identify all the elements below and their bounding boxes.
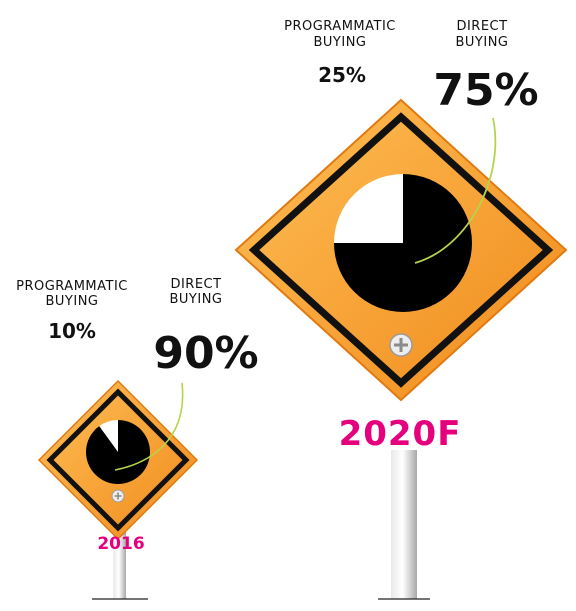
direct-value-2020f: 75% xyxy=(433,65,538,116)
pie-slice-programmatic-2016 xyxy=(99,420,118,452)
direct-label-2020f-line1: DIRECT xyxy=(456,19,507,34)
leader-line-2020f xyxy=(414,117,497,264)
sign-border-2016 xyxy=(46,388,190,532)
year-label-2020f: 2020F xyxy=(339,414,462,454)
direct-label-2020f-line2: BUYING xyxy=(455,35,508,50)
sign-2020f: PROGRAMMATIC BUYING 25% DIRECT BUYING 75… xyxy=(234,19,568,600)
programmatic-label-2016-line1: PROGRAMMATIC xyxy=(16,279,128,294)
programmatic-label-2016-line2: BUYING xyxy=(45,294,98,309)
programmatic-value-2020f: 25% xyxy=(318,63,366,87)
sign-border-2020f xyxy=(248,112,554,388)
pie-chart-2020f xyxy=(334,174,472,312)
year-label-2016: 2016 xyxy=(97,534,144,554)
sign-2016: PROGRAMMATIC BUYING 10% DIRECT BUYING 90… xyxy=(16,277,259,600)
programmatic-value-2016: 10% xyxy=(48,319,96,343)
direct-label-2016-line2: BUYING xyxy=(169,292,222,307)
plus-bolt-icon xyxy=(389,333,413,357)
pie-slice-direct-2020f xyxy=(334,174,472,312)
programmatic-label-2020f-line1: PROGRAMMATIC xyxy=(284,19,396,34)
leader-line-2016 xyxy=(114,382,184,471)
pie-slice-programmatic-2020f xyxy=(334,174,403,243)
pie-chart-2016 xyxy=(85,420,150,485)
direct-label-2016-line1: DIRECT xyxy=(170,277,221,292)
pie-slice-direct-2016 xyxy=(85,420,150,485)
direct-value-2016: 90% xyxy=(153,328,258,379)
plus-bolt-icon xyxy=(111,489,125,503)
sign-pole-2020f xyxy=(391,450,417,599)
programmatic-label-2020f-line2: BUYING xyxy=(313,35,366,50)
